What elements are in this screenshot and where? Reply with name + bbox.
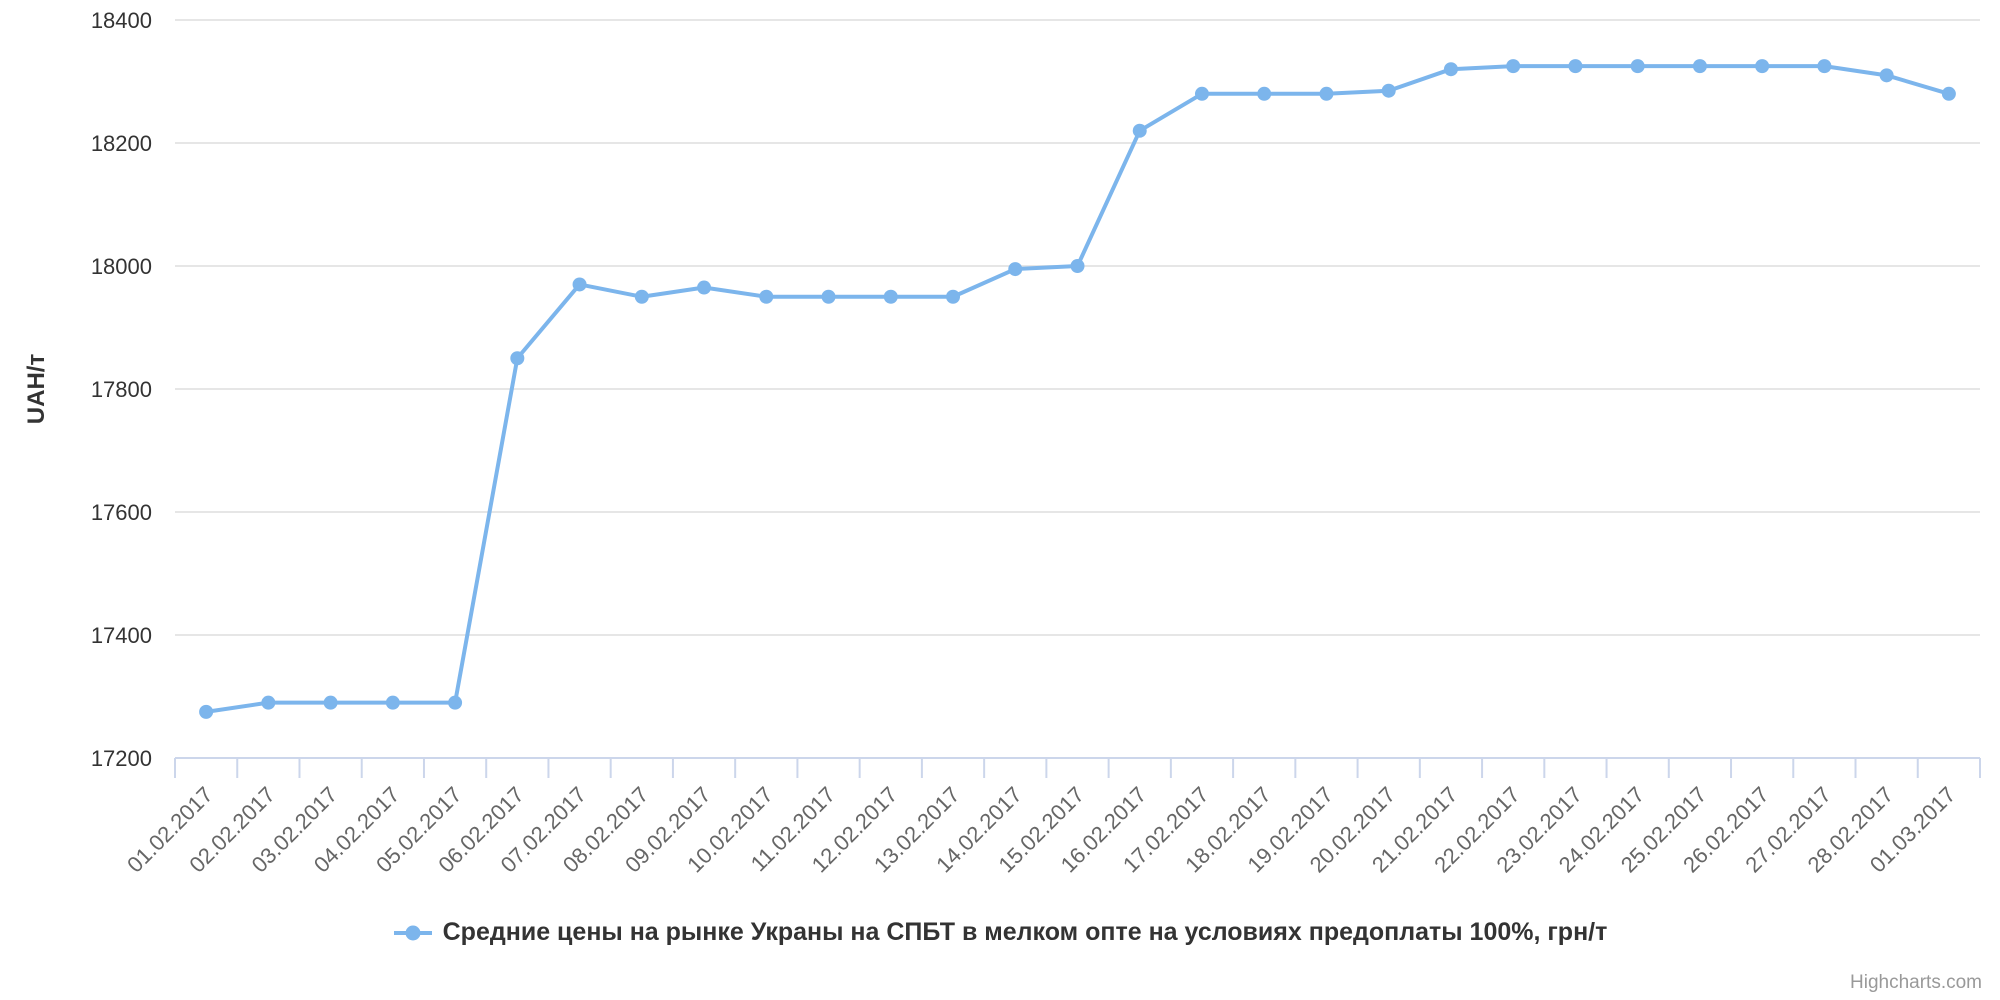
gridlines <box>175 19 1980 759</box>
data-point[interactable] <box>1506 59 1521 74</box>
data-point[interactable] <box>946 289 961 304</box>
data-point[interactable] <box>1755 59 1770 74</box>
data-point[interactable] <box>1568 59 1583 74</box>
y-axis-tick-label: 18200 <box>91 131 152 156</box>
y-axis-tick-label: 17400 <box>91 623 152 648</box>
data-point[interactable] <box>1008 262 1023 277</box>
price-series[interactable] <box>199 59 1956 719</box>
data-point[interactable] <box>1257 86 1272 101</box>
data-point[interactable] <box>821 289 836 304</box>
highcharts-credits[interactable]: Highcharts.com <box>1850 972 1982 993</box>
data-point[interactable] <box>572 277 587 292</box>
data-point[interactable] <box>634 289 649 304</box>
data-point[interactable] <box>1692 59 1707 74</box>
data-point[interactable] <box>883 289 898 304</box>
x-axis-labels: 01.02.201702.02.201703.02.201704.02.2017… <box>122 782 1960 878</box>
data-point[interactable] <box>448 695 463 710</box>
data-point[interactable] <box>1817 59 1832 74</box>
y-axis-tick-label: 18000 <box>91 254 152 279</box>
y-axis-title: UAH/т <box>23 354 50 425</box>
data-point[interactable] <box>323 695 338 710</box>
data-point[interactable] <box>1443 62 1458 77</box>
data-point[interactable] <box>1194 86 1209 101</box>
data-point[interactable] <box>1132 123 1147 138</box>
data-point[interactable] <box>1941 86 1956 101</box>
data-point[interactable] <box>261 695 276 710</box>
legend-marker-icon <box>393 924 433 942</box>
data-point[interactable] <box>1879 68 1894 83</box>
legend-item[interactable]: Средние цены на рынке Украны на СПБТ в м… <box>0 918 2000 947</box>
data-point[interactable] <box>1070 259 1085 273</box>
y-axis-tick-label: 18400 <box>91 8 152 33</box>
data-point[interactable] <box>1319 86 1334 101</box>
data-point[interactable] <box>510 351 525 366</box>
y-axis-tick-label: 17200 <box>91 746 152 771</box>
data-point[interactable] <box>759 289 774 304</box>
data-point[interactable] <box>697 280 712 295</box>
data-point[interactable] <box>1630 59 1645 74</box>
data-point[interactable] <box>1381 83 1396 98</box>
data-point[interactable] <box>385 695 400 710</box>
legend-label: Средние цены на рынке Украны на СПБТ в м… <box>442 918 1608 946</box>
data-point[interactable] <box>199 704 214 719</box>
y-axis-tick-label: 17800 <box>91 377 152 402</box>
y-axis-labels: 17200 17400 17600 17800 18000 18200 18400 <box>91 8 152 771</box>
y-axis-tick-label: 17600 <box>91 500 152 525</box>
x-axis <box>174 757 1981 778</box>
